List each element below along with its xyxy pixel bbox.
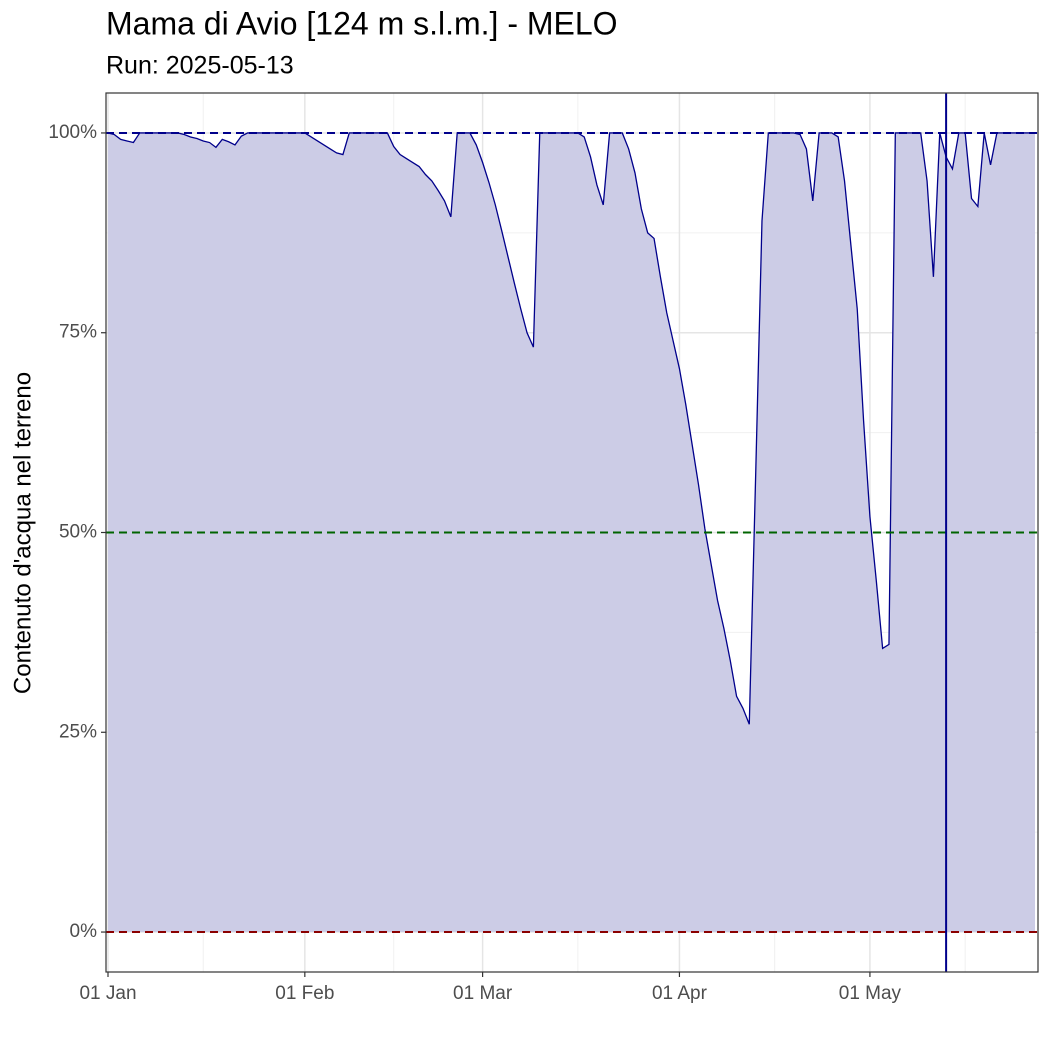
x-tick-label: 01 Apr bbox=[652, 983, 708, 1004]
chart-title: Mama di Avio [124 m s.l.m.] - MELO bbox=[106, 5, 618, 41]
x-tick-label: 01 Mar bbox=[453, 983, 513, 1004]
y-tick-label: 100% bbox=[48, 122, 97, 143]
y-tick-label: 50% bbox=[59, 522, 97, 543]
x-tick-label: 01 Feb bbox=[275, 983, 334, 1004]
x-tick-label: 01 May bbox=[839, 983, 902, 1004]
chart-subtitle: Run: 2025-05-13 bbox=[106, 52, 294, 80]
x-tick-label: 01 Jan bbox=[79, 983, 136, 1004]
y-tick-label: 75% bbox=[59, 322, 97, 343]
y-axis-label: Contenuto d'acqua nel terreno bbox=[9, 372, 36, 694]
area bbox=[108, 132, 1035, 933]
y-tick-label: 25% bbox=[59, 721, 97, 742]
y-tick-label: 0% bbox=[70, 921, 98, 942]
